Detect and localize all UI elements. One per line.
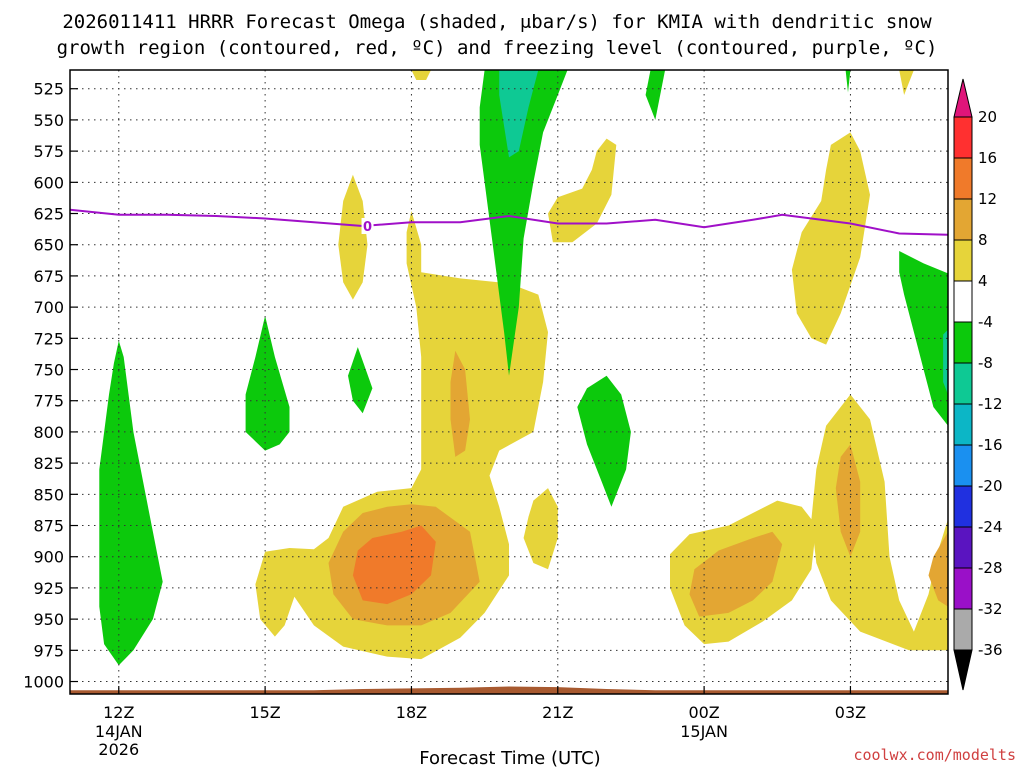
freezing-level-label-bg: [361, 218, 374, 234]
y-tick-label-800: 800: [33, 423, 64, 442]
colorbar-label-10: -24: [978, 518, 1003, 536]
colorbar-label-5: -4: [978, 313, 993, 331]
y-tick-label-550: 550: [33, 111, 64, 130]
colorbar-label-8: -16: [978, 436, 1003, 454]
colorbar-label-4: 4: [978, 272, 988, 290]
y-tick-label-925: 925: [33, 579, 64, 598]
x-tick-label-18Z: 18Z: [396, 703, 427, 722]
colorbar-swatch-11: [953, 567, 973, 610]
x-tick-label-00Z: 00Z: [688, 703, 719, 722]
y-tick-label-900: 900: [33, 548, 64, 567]
chart-title-line2: growth region (contoured, red, ºC) and f…: [57, 37, 938, 59]
chart-title-line1: 2026011411 HRRR Forecast Omega (shaded, …: [62, 11, 932, 33]
y-tick-label-950: 950: [33, 610, 64, 629]
omega-region-24: [943, 329, 948, 395]
omega-region-16: [245, 315, 290, 451]
x-axis-label: Forecast Time (UTC): [419, 748, 600, 768]
terrain-band: [70, 686, 948, 694]
colorbar-label-1: 16: [978, 149, 997, 167]
colorbar-swatch-0: [953, 116, 973, 159]
omega-region-13: [928, 531, 948, 607]
y-tick-label-750: 750: [33, 361, 64, 380]
omega-region-7: [811, 394, 948, 651]
credit-text: coolwx.com/modelts: [853, 746, 1016, 764]
omega-region-12: [835, 444, 861, 557]
omega-shading: [99, 70, 948, 666]
colorbar-label-0: 20: [978, 108, 997, 126]
x-tick-label-21Z: 21Z: [542, 703, 573, 722]
omega-region-9: [450, 350, 470, 457]
x-tick-label-03Z: 03Z: [835, 703, 866, 722]
colorbar-swatch-1: [953, 157, 973, 200]
y-tick-label-725: 725: [33, 329, 64, 348]
colorbar-label-13: -36: [978, 641, 1003, 659]
x-tick-label-15Z: 15Z: [249, 703, 280, 722]
terrain: [70, 686, 948, 694]
colorbar-top-arrow: [953, 78, 973, 118]
colorbar-label-2: 12: [978, 190, 997, 208]
colorbar-swatch-5: [953, 321, 973, 364]
x-tick-sublabel-12Z: 14JAN: [95, 722, 143, 741]
colorbar-swatch-12: [953, 608, 973, 651]
colorbar-swatch-4: [953, 280, 973, 323]
omega-region-23: [499, 70, 539, 158]
y-tick-label-775: 775: [33, 392, 64, 411]
colorbar-label-11: -28: [978, 559, 1003, 577]
plot-frame: [69, 69, 949, 695]
x-tick-year-12Z: 2026: [98, 740, 139, 759]
omega-region-4: [523, 488, 558, 570]
x-tick-label-12Z: 12Z: [103, 703, 134, 722]
y-tick-label-850: 850: [33, 485, 64, 504]
freezing-level-line: [70, 208, 948, 236]
omega-region-14: [352, 525, 436, 605]
colorbar-swatch-10: [953, 526, 973, 569]
colorbar-swatch-3: [953, 239, 973, 282]
omega-region-15: [99, 340, 163, 666]
gridlines: [70, 70, 948, 694]
omega-region-6: [791, 132, 870, 345]
y-tick-label-625: 625: [33, 205, 64, 224]
colorbar-swatch-2: [953, 198, 973, 241]
y-tick-label-675: 675: [33, 267, 64, 286]
freezing-level: 0: [70, 208, 948, 236]
omega-region-1: [255, 211, 548, 660]
y-tick-label-650: 650: [33, 236, 64, 255]
y-axis: 525 550 575 600 625 650 675 700 725 750 775 800 825 8…: [23, 80, 78, 692]
omega-region-17: [348, 347, 373, 414]
colorbar-swatch-7: [953, 403, 973, 446]
colorbar-swatch-6: [953, 362, 973, 405]
colorbar-bottom-arrow: [953, 649, 973, 691]
x-tick-sublabel-00Z: 15JAN: [680, 722, 728, 741]
freezing-level-label: 0: [363, 220, 372, 235]
omega-region-20: [577, 375, 631, 507]
y-tick-label-1000: 1000: [23, 673, 64, 692]
colorbar-label-3: 8: [978, 231, 988, 249]
y-tick-label-700: 700: [33, 298, 64, 317]
y-tick-label-600: 600: [33, 173, 64, 192]
colorbar-label-9: -20: [978, 477, 1003, 495]
omega-region-11: [689, 531, 783, 617]
colorbar-swatch-8: [953, 444, 973, 487]
colorbar: 20 16 12 8 4 -4 -8 -12 -16 -20 -24 -28 -32 -36: [953, 78, 1003, 691]
y-tick-label-575: 575: [33, 142, 64, 161]
y-tick-label-825: 825: [33, 454, 64, 473]
colorbar-label-7: -12: [978, 395, 1003, 413]
omega-region-8: [899, 70, 914, 95]
omega-region-18: [479, 70, 568, 376]
colorbar-label-12: -32: [978, 600, 1003, 618]
y-tick-label-975: 975: [33, 641, 64, 660]
omega-region-19: [645, 70, 666, 120]
omega-region-21: [845, 70, 851, 93]
y-tick-label-875: 875: [33, 517, 64, 536]
colorbar-swatch-9: [953, 485, 973, 528]
omega-region-2: [411, 70, 431, 80]
colorbar-label-6: -8: [978, 354, 993, 372]
y-tick-label-525: 525: [33, 80, 64, 99]
omega-region-3: [548, 138, 617, 243]
omega-region-22: [899, 251, 948, 426]
omega-region-0: [338, 174, 368, 300]
